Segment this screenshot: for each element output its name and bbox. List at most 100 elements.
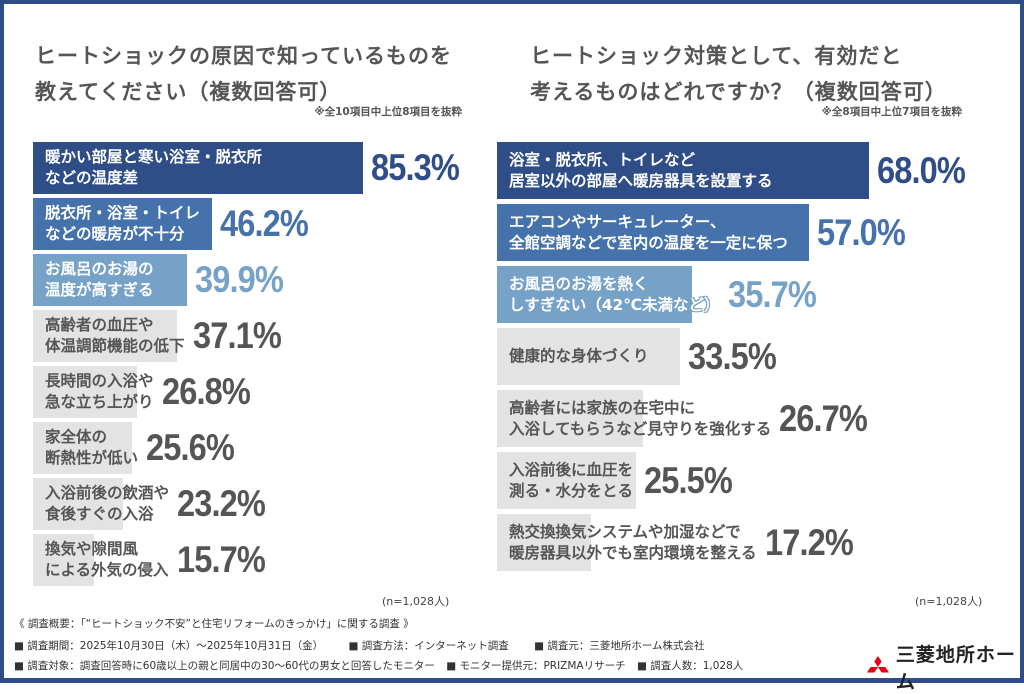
left-sample-size: (n=1,028人) <box>382 595 450 608</box>
bar-value-label: 15.7% <box>176 539 266 580</box>
bar-category-label: エアコンやサーキュレーター、全館空調などで室内の温度を一定に保つ <box>497 212 809 254</box>
logo-text: 三菱地所ホーム <box>895 644 1016 693</box>
bar-row: エアコンやサーキュレーター、 全館空調などで室内の温度を一定に保つ 57.0% <box>497 204 917 261</box>
right-title-line-1: ヒートショック対策として、有効だと <box>530 44 903 68</box>
bar-category-label: 換気や隙間風による外気の侵入 <box>33 539 169 581</box>
category-label-line: 熱交換換気システムや加湿などで <box>509 522 741 541</box>
category-label-line: 長時間の入浴や <box>45 372 154 390</box>
category-label-line: 暖房器具以外でも室内環境を整える <box>509 543 757 562</box>
bar-category-label: 高齢者の血圧や体温調節機能の低下 <box>33 315 185 357</box>
category-label-line: 入浴前後に血圧を <box>509 460 634 479</box>
bar-category-label: 暖かい部屋と寒い浴室・脱衣所 などの温度差 <box>33 147 363 189</box>
bar-row: 健康的な身体づくり 33.5% <box>497 328 788 385</box>
bar-category-label: 入浴前後に血圧を 測る・水分をとる <box>497 460 636 502</box>
bar <box>497 452 637 509</box>
bar-row: 換気や隙間風 による外気の侵入 15.7% <box>33 534 276 586</box>
bar-value-label: 46.2% <box>219 203 309 244</box>
bar-category-label: 家全体の断熱性が低い <box>33 427 138 469</box>
three-diamonds-icon <box>866 655 889 673</box>
bar-row: 熱交換換気システムや加湿などで 暖房器具以外でも室内環境を整える 17.2% <box>497 514 864 571</box>
category-label-line: お風呂のお湯を熱く <box>509 274 649 293</box>
category-label-line: 浴室・脱衣所、トイレなど <box>509 150 696 169</box>
category-label-line: 入浴前後の飲酒や <box>45 484 170 502</box>
bar-row: 高齢者には家族の在宅中に 入浴してもらうなど見守りを強化する 26.7% <box>497 390 879 447</box>
bar-row: 入浴前後の飲酒や 食後すぐの入浴 23.2% <box>33 478 277 530</box>
bar-value-label: 37.1% <box>192 315 282 356</box>
bar <box>497 142 869 199</box>
bar <box>33 422 133 474</box>
survey-line-1: ■ 調査期間：2025年10月30日（木）～2025年10月31日（金） ■ 調… <box>14 638 727 653</box>
bar-value-label: 17.2% <box>764 521 854 563</box>
bar-row: 高齢者の血圧や 体温調節機能の低下 37.1% <box>33 310 292 362</box>
survey-heading: 《 調査概要：「“ヒートショック不安”と住宅リフォームのきっかけ」に関する調査 … <box>14 618 414 630</box>
bar-row: 長時間の入浴や 急な立ち上がり 26.8% <box>33 366 261 418</box>
bar-category-label: 熱交換換気システムや加湿などで 暖房器具以外でも室内環境を整える <box>497 522 757 564</box>
bar-category-label: 入浴前後の飲酒や 食後すぐの入浴 <box>33 483 169 525</box>
bar <box>33 366 137 418</box>
left-title-line-2: 教えてください（複数回答可） <box>35 80 342 104</box>
survey-provider: ■ モニター提供元：PRIZMAリサーチ <box>446 660 626 672</box>
category-label-line: 換気や隙間風 <box>45 540 139 558</box>
bar-value-label: 57.0% <box>816 211 906 253</box>
category-label-line: などの温度差 <box>45 169 139 187</box>
left-chart-note: ※全10項目中上位8項目を抜粋 <box>314 106 462 118</box>
bar-row: 暖かい部屋と寒い浴室・脱衣所 などの温度差 85.3% <box>33 142 471 194</box>
bar-value-label: 85.3% <box>371 147 460 188</box>
bar-category-label: お風呂のお湯を熱くしすぎない（42℃未満など） <box>497 274 720 316</box>
bar-value-label: 33.5% <box>688 335 777 377</box>
category-label-line: 体温調節機能の低下 <box>45 337 185 355</box>
bar-row: 家全体の 断熱性が低い 25.6% <box>33 422 246 474</box>
survey-count: ■ 調査人数：1,028人 <box>636 660 744 672</box>
bar-value-label: 68.0% <box>876 149 966 191</box>
bar-value-label: 25.6% <box>146 427 235 468</box>
bar <box>497 514 592 571</box>
survey-method: ■ 調査方法：インターネット調査 <box>348 640 509 652</box>
category-label-line: お風呂のお湯の <box>45 260 154 278</box>
bar <box>33 198 212 250</box>
category-label-line: 脱衣所・浴室・トイレ <box>45 204 201 222</box>
bar-row: お風呂のお湯の 温度が高すぎる 39.9% <box>33 254 295 306</box>
bar <box>33 478 123 530</box>
category-label-line: 入浴してもらうなど見守りを強化する <box>509 419 772 438</box>
bar <box>497 328 681 385</box>
category-label-line: 健康的な身体づくり <box>509 347 649 365</box>
bar-category-label: お風呂のお湯の 温度が高すぎる <box>33 259 187 301</box>
survey-period: ■ 調査期間：2025年10月30日（木）～2025年10月31日（金） <box>14 640 324 652</box>
bar <box>497 390 644 447</box>
category-label-line: 暖かい部屋と寒い浴室・脱衣所 <box>45 148 263 166</box>
company-logo: 三菱地所ホーム <box>866 640 1024 694</box>
bar-value-label: 23.2% <box>177 483 266 524</box>
category-label-line: などの暖房が不十分 <box>45 225 185 243</box>
bar <box>33 534 94 586</box>
survey-source: ■ 調査元：三菱地所ホーム株式会社 <box>534 640 705 652</box>
bar-value-label: 26.7% <box>779 397 868 439</box>
bar <box>33 254 188 306</box>
right-chart-title: ヒートショック対策として、有効だと 考えるものはどれですか？（複数回答可） <box>530 38 947 110</box>
bar <box>497 266 693 323</box>
bar-row: お風呂のお湯を熱く しすぎない（42℃未満など） 35.7% <box>497 266 827 323</box>
category-label-line: しすぎない（42℃未満など） <box>509 295 720 314</box>
category-label-line: 急な立ち上がり <box>45 393 154 411</box>
category-label-line: 高齢者には家族の在宅中に <box>509 398 696 417</box>
bar-value-label: 26.8% <box>161 371 251 412</box>
bar-category-label: 健康的な身体づくり <box>497 346 680 367</box>
category-label-line: 食後すぐの入浴 <box>45 505 154 523</box>
bar-category-label: 高齢者には家族の在宅中に入浴してもらうなど見守りを強化する <box>497 398 771 440</box>
bar-row: 浴室・脱衣所、トイレなど居室以外の部屋へ暖房器具を設置する 68.0% <box>497 142 977 199</box>
bar-value-label: 39.9% <box>195 259 284 300</box>
category-label-line: エアコンやサーキュレーター、 <box>509 212 726 231</box>
left-chart-title: ヒートショックの原因で知っているものを 教えてください（複数回答可） <box>35 38 452 110</box>
category-label-line: による外気の侵入 <box>45 561 169 579</box>
bar <box>33 142 364 194</box>
left-title-line-1: ヒートショックの原因で知っているものを <box>35 44 452 68</box>
category-label-line: 測る・水分をとる <box>509 481 634 500</box>
category-label-line: 居室以外の部屋へ暖房器具を設置する <box>509 171 773 190</box>
category-label-line: 全館空調などで室内の温度を一定に保つ <box>509 233 788 252</box>
category-label-line: 断熱性が低い <box>45 449 139 467</box>
bar-row: 脱衣所・浴室・トイレ などの暖房が不十分 46.2% <box>33 198 320 250</box>
category-label-line: 高齢者の血圧や <box>45 316 154 334</box>
category-label-line: 家全体の <box>45 428 108 446</box>
bar-category-label: 長時間の入浴や 急な立ち上がり <box>33 371 154 413</box>
bar-value-label: 25.5% <box>644 459 733 501</box>
survey-line-2: ■ 調査対象：調査回答時に60歳以上の親と同居中の30～60代の男女と回答したモ… <box>14 658 765 673</box>
